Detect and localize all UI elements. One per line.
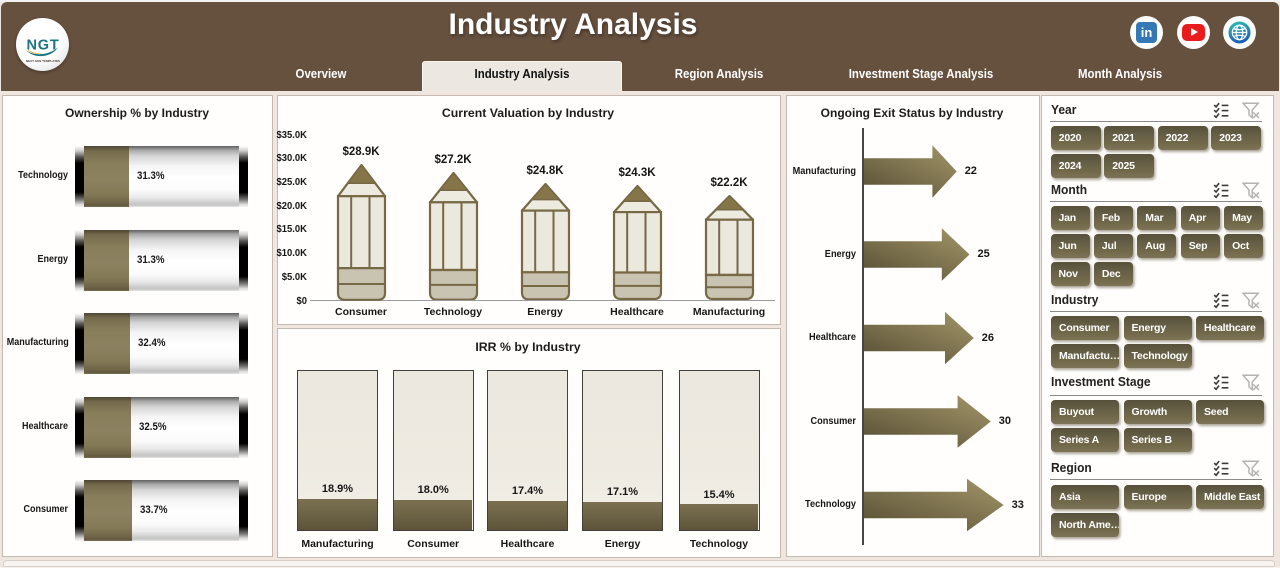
svg-text:NGT: NGT xyxy=(26,38,59,54)
svg-text:NEXT GEN TEMPLATES: NEXT GEN TEMPLATES xyxy=(26,59,60,63)
